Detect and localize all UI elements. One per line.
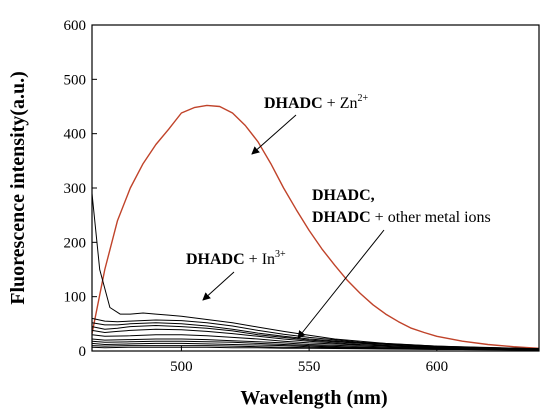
x-axis-title: Wavelength (nm) — [240, 387, 387, 409]
y-tick-label: 400 — [64, 127, 87, 143]
series-line-2 — [91, 317, 540, 350]
y-tick-label: 300 — [64, 181, 87, 197]
y-tick-label: 200 — [64, 235, 87, 251]
x-tick-label: 550 — [298, 359, 321, 375]
annotation-in: DHADC + In3+ — [186, 249, 286, 268]
annotation-zn: DHADC + Zn2+ — [264, 93, 368, 112]
series-line-6 — [91, 334, 540, 350]
annotation-others-line2: DHADC + other metal ions — [312, 209, 491, 226]
ticks-layer: 0 100 200 300 400 500 600 500 550 600 — [64, 18, 449, 375]
y-axis-title: Fluorescence intensity(a.u.) — [7, 71, 29, 305]
series-line-7 — [91, 338, 540, 350]
series-line-4 — [91, 325, 540, 350]
series-line-11 — [91, 346, 540, 351]
y-tick-label: 100 — [64, 290, 87, 306]
annotation-others-line1: DHADC, — [312, 187, 375, 204]
y-tick-label: 0 — [79, 344, 87, 360]
arrow-others — [297, 229, 385, 339]
arrow-in — [202, 271, 235, 301]
series-line-9 — [91, 342, 540, 351]
series-line-3 — [91, 322, 540, 350]
x-tick-label: 600 — [426, 359, 449, 375]
arrow-zn — [251, 114, 297, 155]
y-tick-label: 600 — [64, 18, 87, 34]
x-tick-label: 500 — [170, 359, 193, 375]
y-tick-label: 500 — [64, 72, 87, 88]
series-line-zn — [91, 104, 540, 349]
series-line-5 — [91, 328, 540, 350]
series-layer — [91, 104, 540, 351]
